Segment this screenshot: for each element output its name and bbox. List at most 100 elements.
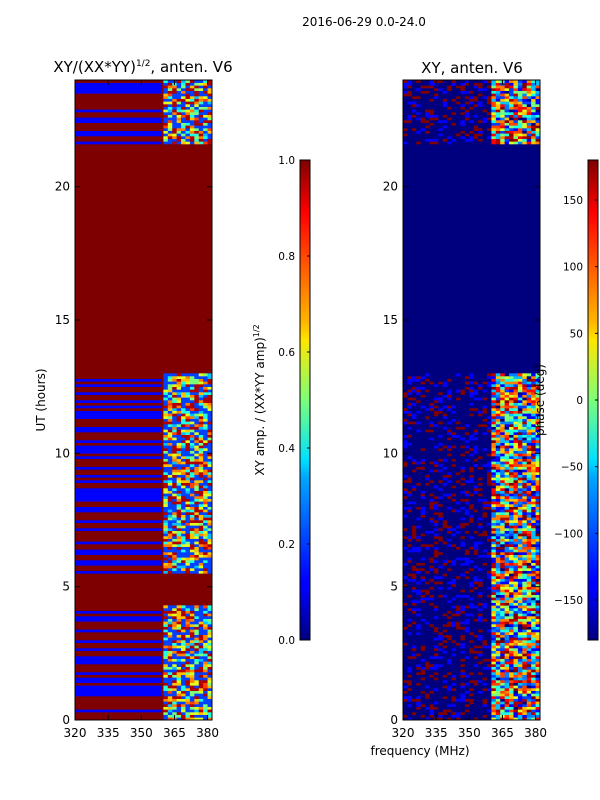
heatmap-cell [469, 477, 475, 481]
heatmap-cell [203, 554, 208, 558]
heatmap-cell [167, 570, 173, 574]
heatmap-cell [535, 690, 541, 694]
heatmap-cell [522, 698, 528, 702]
heatmap-cell [167, 693, 173, 697]
heatmap-cell [176, 536, 182, 539]
heatmap-cell [486, 525, 492, 529]
heatmap-cell [189, 677, 195, 681]
heatmap-cell [509, 610, 514, 614]
heatmap-cell [425, 549, 430, 553]
heatmap-cell [194, 493, 200, 497]
heatmap-cell [189, 637, 195, 641]
heatmap-cell [75, 568, 162, 571]
heatmap-cell [425, 552, 430, 555]
heatmap-cell [456, 525, 461, 529]
heatmap-cell [500, 456, 505, 459]
x-tick-label: 320 [64, 726, 87, 740]
heatmap-cell [433, 530, 439, 534]
heatmap-cell [207, 517, 213, 521]
heatmap-cell [447, 568, 452, 571]
heatmap-cell [531, 653, 536, 657]
heatmap-cell [411, 712, 417, 715]
heatmap-cell [517, 509, 523, 513]
heatmap-cell [473, 554, 479, 558]
heatmap-cell [504, 640, 510, 643]
heatmap-cell [451, 706, 457, 710]
heatmap-cell [491, 621, 497, 625]
heatmap-cell [203, 509, 208, 513]
heatmap-cell [75, 389, 162, 393]
heatmap-cell [522, 632, 528, 635]
heatmap-cell [203, 120, 208, 123]
heatmap-cell [411, 576, 417, 579]
heatmap-cell [189, 546, 195, 550]
heatmap-cell [181, 88, 186, 91]
heatmap-cell [198, 498, 204, 502]
heatmap-cell [504, 533, 510, 537]
heatmap-cell [491, 714, 497, 718]
heatmap-cell [469, 565, 475, 569]
heatmap-cell [460, 445, 466, 449]
heatmap-cell [416, 594, 421, 598]
heatmap-cell [491, 669, 497, 673]
heatmap-cell [486, 704, 492, 707]
heatmap-cell [491, 709, 497, 713]
heatmap-cell [473, 482, 479, 486]
heatmap-cell [198, 706, 204, 710]
heatmap-cell [513, 632, 519, 635]
heatmap-cell [176, 458, 182, 462]
heatmap-cell [535, 658, 541, 662]
heatmap-cell [522, 477, 528, 481]
heatmap-cell [473, 714, 479, 718]
heatmap-cell [473, 445, 479, 449]
heatmap-cell [464, 517, 470, 521]
heatmap-cell [491, 600, 497, 603]
heatmap-cell [425, 640, 430, 643]
heatmap-cell [451, 514, 457, 518]
heatmap-cell [447, 682, 452, 686]
heatmap-cell [411, 530, 417, 534]
heatmap-cell [420, 568, 426, 571]
heatmap-cell [185, 394, 191, 398]
heatmap-cell [207, 528, 213, 531]
heatmap-cell [433, 637, 439, 641]
heatmap-cell [425, 709, 430, 713]
heatmap-cell [438, 458, 444, 462]
heatmap-cell [172, 90, 177, 94]
heatmap-cell [491, 658, 497, 662]
heatmap-cell [526, 712, 532, 715]
heatmap-cell [473, 522, 479, 526]
heatmap-cell [456, 688, 461, 691]
heatmap-cell [185, 504, 191, 507]
heatmap-cell [447, 549, 452, 553]
heatmap-cell [495, 525, 501, 529]
heatmap-cell [411, 514, 417, 518]
heatmap-cell [198, 549, 204, 553]
heatmap-cell [509, 498, 514, 502]
heatmap-cell [447, 648, 452, 651]
heatmap-cell [491, 656, 497, 659]
heatmap-cell [433, 581, 439, 585]
heatmap-cell [429, 477, 435, 481]
heatmap-cell [185, 554, 191, 558]
heatmap-cell [509, 549, 514, 553]
heatmap-cell [207, 690, 213, 694]
heatmap-cell [442, 690, 448, 694]
heatmap-cell [163, 445, 169, 449]
heatmap-cell [460, 629, 466, 633]
heatmap-cell [411, 552, 417, 555]
heatmap-cell [185, 424, 191, 427]
heatmap-cell [482, 477, 488, 481]
heatmap-cell [198, 701, 204, 705]
heatmap-cell [447, 480, 452, 483]
heatmap-cell [407, 461, 413, 465]
heatmap-cell [420, 608, 426, 611]
heatmap-cell [464, 680, 470, 683]
heatmap-cell [163, 109, 169, 113]
heatmap-cell [447, 546, 452, 550]
heatmap-cell [172, 418, 177, 422]
heatmap-cell [451, 461, 457, 465]
heatmap-cell [526, 629, 532, 633]
heatmap-cell [535, 712, 541, 715]
heatmap-cell [522, 493, 528, 497]
